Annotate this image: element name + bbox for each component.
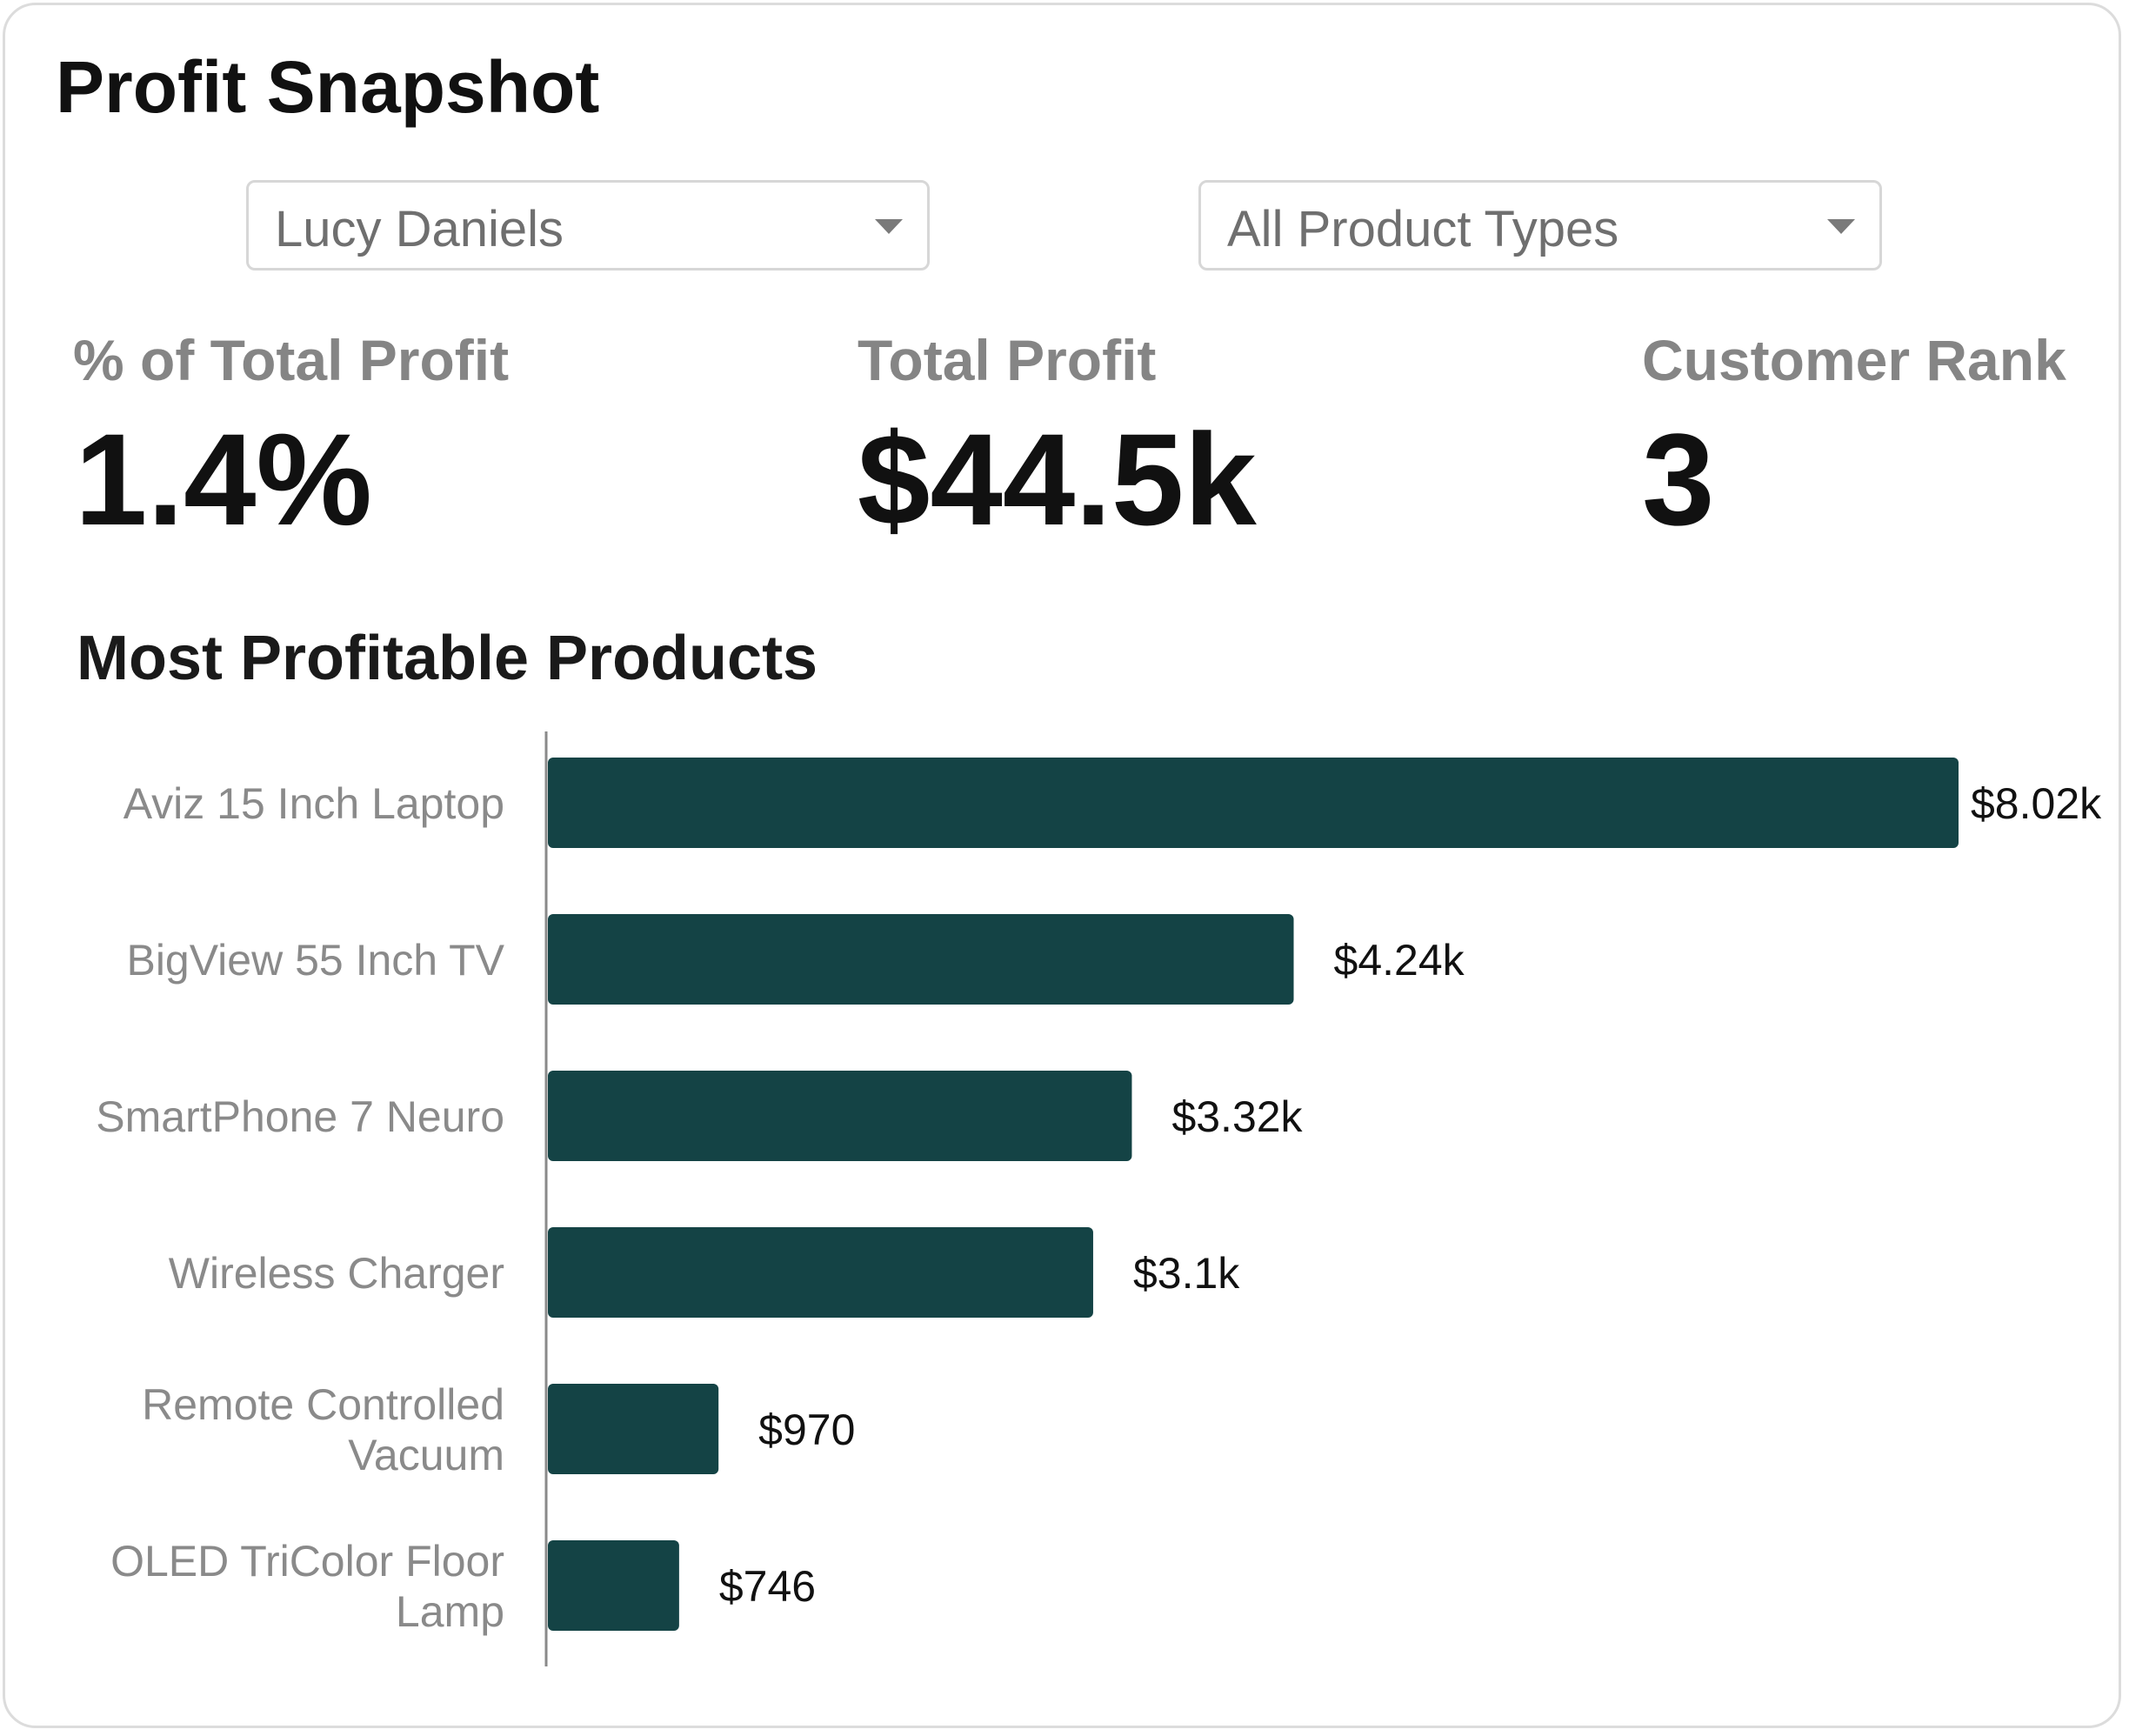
- customer-dropdown[interactable]: Lucy Daniels: [246, 180, 930, 270]
- bar-value-label: $3.1k: [1133, 1249, 1240, 1298]
- chart-title: Most Profitable Products: [77, 624, 818, 693]
- page-title: Profit Snapshot: [56, 46, 600, 128]
- bar-3[interactable]: [548, 1071, 1132, 1161]
- bar-5[interactable]: [548, 1384, 719, 1474]
- product-type-dropdown[interactable]: All Product Types: [1198, 180, 1882, 270]
- most-profitable-products-chart: $8.02k Aviz 15 Inch Laptop $4.24k BigView 5…: [96, 731, 2102, 1666]
- pct-total-profit-value: 1.4%: [75, 406, 372, 552]
- bar-value-label: $3.32k: [1171, 1092, 1303, 1141]
- total-profit-label: Total Profit: [858, 328, 1157, 392]
- bar-value-label: $4.24k: [1334, 936, 1465, 985]
- bar-6[interactable]: [548, 1540, 679, 1631]
- bar-4[interactable]: [548, 1227, 1093, 1318]
- bar-1[interactable]: [548, 758, 1959, 848]
- chevron-down-icon: [875, 219, 903, 234]
- product-type-dropdown-value: All Product Types: [1227, 201, 1619, 257]
- bar-value-label: $970: [758, 1405, 855, 1454]
- category-label: Aviz 15 Inch Laptop: [123, 779, 504, 828]
- pct-total-profit-label: % of Total Profit: [73, 328, 510, 392]
- category-label: SmartPhone 7 Neuro: [96, 1092, 504, 1141]
- bar-value-label: $8.02k: [1971, 779, 2102, 828]
- customer-rank-value: 3: [1642, 406, 1715, 552]
- category-label: BigView 55 Inch TV: [126, 936, 504, 985]
- chevron-down-icon: [1827, 219, 1855, 234]
- bar-value-label: $746: [719, 1562, 816, 1611]
- category-label: OLED TriColor Floor Lamp: [110, 1537, 504, 1636]
- category-label: Remote Controlled Vacuum: [142, 1380, 504, 1479]
- total-profit-value: $44.5k: [858, 406, 1257, 552]
- bar-2[interactable]: [548, 914, 1294, 1005]
- category-label: Wireless Charger: [169, 1249, 504, 1298]
- customer-rank-label: Customer Rank: [1642, 328, 2066, 392]
- profit-snapshot-card: Profit Snapshot Lucy Daniels All Product…: [3, 3, 2121, 1728]
- customer-dropdown-value: Lucy Daniels: [275, 201, 564, 257]
